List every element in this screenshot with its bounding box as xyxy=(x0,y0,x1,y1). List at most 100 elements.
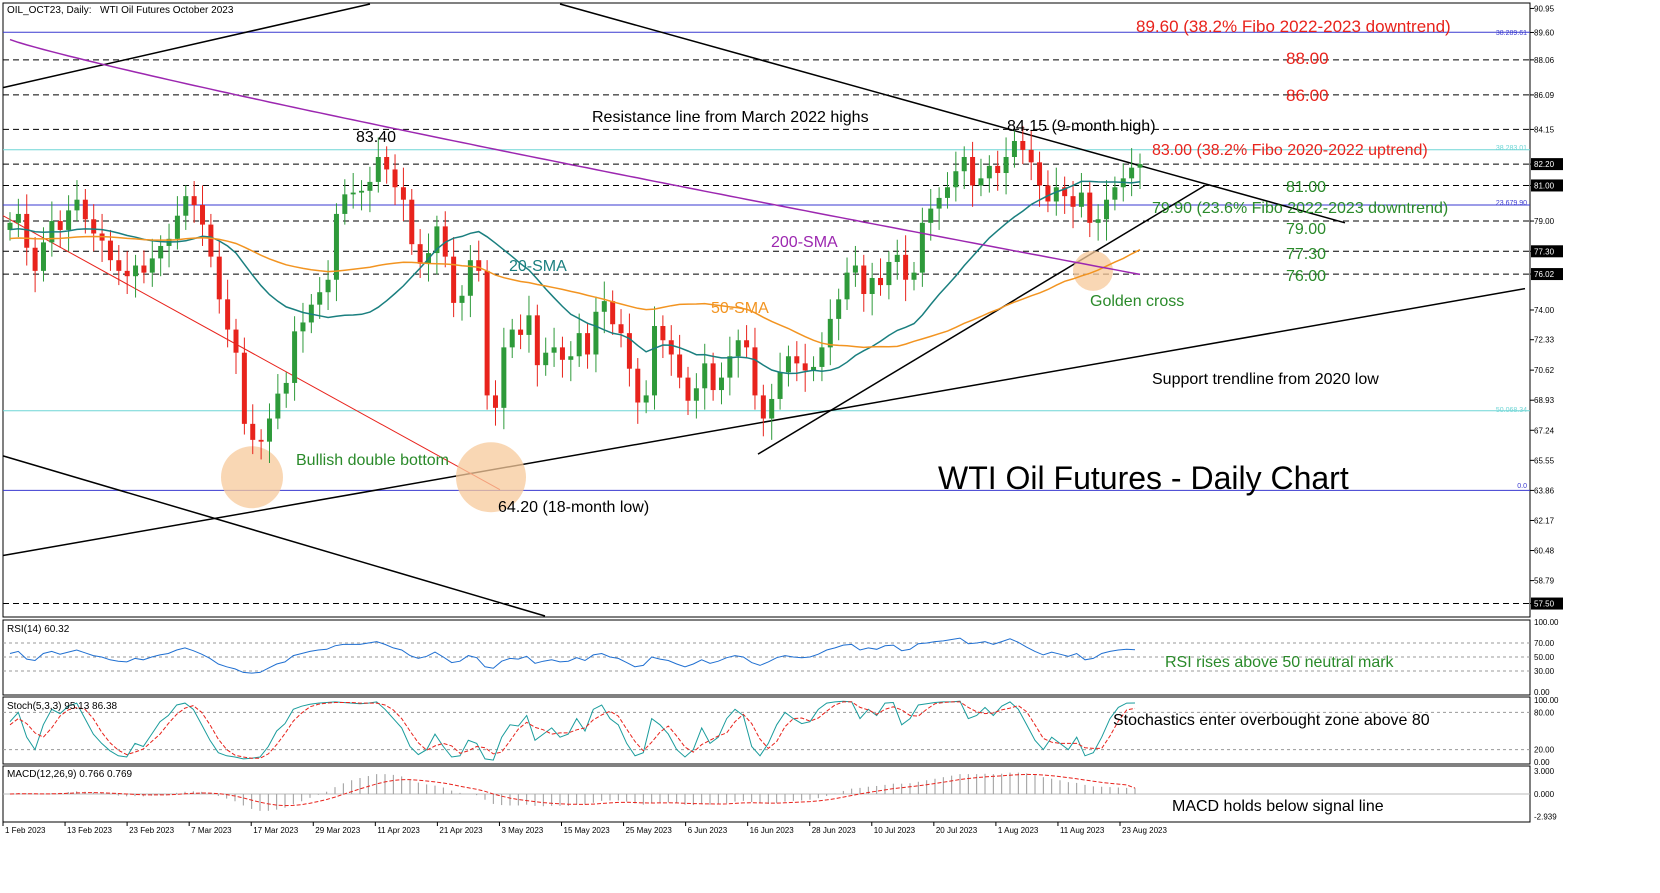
candle-body xyxy=(844,272,850,300)
indicator-tick-label: 20.00 xyxy=(1534,746,1555,755)
x-tick-label: 23 Feb 2023 xyxy=(129,826,174,835)
indicator-tick-label: 80.00 xyxy=(1534,708,1555,717)
candle-body xyxy=(534,315,540,366)
candle-body xyxy=(652,326,658,396)
candle-body xyxy=(467,260,473,296)
sma50-label: 50-SMA xyxy=(711,300,769,317)
x-tick-label: 1 Feb 2023 xyxy=(5,826,46,835)
candle-body xyxy=(66,210,72,230)
candle-body xyxy=(769,398,775,419)
rsi-label: RSI(14) 60.32 xyxy=(7,624,70,635)
candle-body xyxy=(342,194,348,214)
candle-body xyxy=(208,224,214,257)
candle-body xyxy=(74,199,80,211)
sma200-line xyxy=(9,38,1141,276)
candle-body xyxy=(794,356,800,364)
candle-body xyxy=(643,395,649,403)
y-tick-label: 89.60 xyxy=(1534,28,1555,37)
candle-body xyxy=(275,393,281,419)
y-tick-label: 62.17 xyxy=(1534,516,1555,525)
sma50-line xyxy=(9,235,1141,349)
support-trendline xyxy=(2,287,1526,557)
candle-body xyxy=(827,318,833,348)
y-tick-label: 72.33 xyxy=(1534,336,1555,345)
candle-body xyxy=(57,221,63,230)
candle-body xyxy=(576,333,582,357)
y-tick-label: 76.02 xyxy=(1534,270,1555,279)
fibo-tag-1: 38.289.61 xyxy=(1496,30,1527,37)
candle-body xyxy=(543,352,549,366)
axes: 90.95 89.60 88.06 86.09 84.15 82.20 81.00 79.00… xyxy=(2,4,1563,835)
main-panel-frame xyxy=(2,2,1531,618)
indicator-tick-label: 100.00 xyxy=(1534,696,1559,705)
x-tick-label: 25 May 2023 xyxy=(626,826,673,835)
channel-upper-trendline xyxy=(2,3,371,89)
highlight-circle xyxy=(456,442,526,513)
candle-body xyxy=(174,215,180,239)
candle-body xyxy=(1129,167,1135,179)
indicator-tick-label: 30.00 xyxy=(1534,667,1555,676)
candle-body xyxy=(593,311,599,355)
resistance-line-label: Resistance line from March 2022 highs xyxy=(592,109,869,126)
sma20-label: 20-SMA xyxy=(509,258,567,275)
candle-body xyxy=(718,377,724,391)
candle-body xyxy=(292,331,298,383)
candle-body xyxy=(359,190,365,193)
highlight-circle xyxy=(1073,250,1113,291)
candle-body xyxy=(836,299,842,319)
short-term-support-trendline xyxy=(757,184,1206,455)
level-81-label: 81.00 xyxy=(1286,179,1326,196)
candle-body xyxy=(744,340,750,348)
x-tick-label: 15 May 2023 xyxy=(564,826,611,835)
downtrend-line xyxy=(2,215,501,491)
candle-body xyxy=(434,226,440,254)
level-77-30-label: 77.30 xyxy=(1286,246,1326,263)
sma200-label: 200-SMA xyxy=(771,234,838,251)
stoch-note: Stochastics enter overbought zone above … xyxy=(1113,712,1430,729)
candle-body xyxy=(1137,164,1143,168)
candle-body xyxy=(878,277,884,286)
y-tick-label: 63.86 xyxy=(1534,486,1555,495)
candle-body xyxy=(158,245,164,259)
candle-body xyxy=(1045,185,1051,202)
y-tick-label: 81.00 xyxy=(1534,181,1555,190)
y-tick-highlight xyxy=(1531,158,1563,171)
candle-body xyxy=(1053,187,1059,202)
level-76-label: 76.00 xyxy=(1286,268,1326,285)
indicator-lines xyxy=(3,637,1530,811)
candle-body xyxy=(861,265,867,294)
candle-body xyxy=(191,196,197,206)
y-tick-label: 58.79 xyxy=(1534,577,1555,586)
candle-body xyxy=(526,315,532,335)
macd-label: MACD(12,26,9) 0.766 0.769 xyxy=(7,769,133,780)
candle-body xyxy=(903,254,909,280)
candle-body xyxy=(986,165,992,179)
macd-note: MACD holds below signal line xyxy=(1172,798,1384,815)
candle-body xyxy=(1037,162,1043,186)
candle-body xyxy=(367,181,373,191)
candle-body xyxy=(1003,157,1009,174)
candle-body xyxy=(819,347,825,367)
candle-body xyxy=(82,199,88,220)
candle-body xyxy=(317,292,323,305)
candle-body xyxy=(107,240,113,261)
candle-body xyxy=(1112,187,1118,200)
candle-body xyxy=(116,260,122,271)
macd-tick-label: -2.939 xyxy=(1534,812,1557,821)
candle-body xyxy=(384,157,390,170)
trendlines xyxy=(2,3,1526,617)
candle-body xyxy=(1078,192,1084,207)
candle-body xyxy=(459,295,465,303)
x-tick-label: 3 May 2023 xyxy=(501,826,543,835)
candle-body xyxy=(15,213,21,223)
candle-body xyxy=(894,254,900,262)
candles xyxy=(7,125,1143,463)
support-trendline-label: Support trendline from 2020 low xyxy=(1152,371,1379,388)
stoch-d-line xyxy=(9,701,1136,759)
candle-body xyxy=(124,270,130,277)
candle-body xyxy=(451,256,457,303)
candle-body xyxy=(635,368,641,403)
candle-body xyxy=(1028,149,1034,163)
x-tick-label: 1 Aug 2023 xyxy=(998,826,1039,835)
